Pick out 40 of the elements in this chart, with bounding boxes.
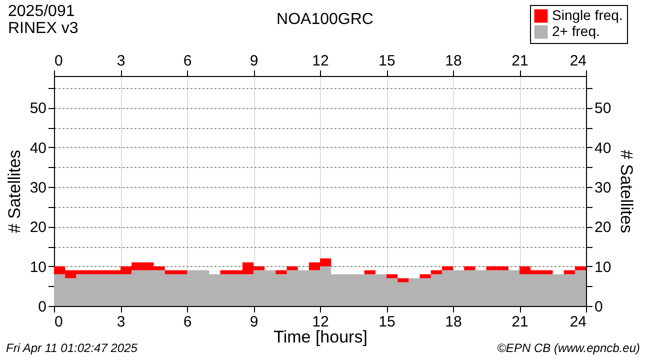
legend-label: Single freq. [552,7,623,23]
text: ©EPN CB (www.epncb.eu) [497,341,640,355]
y2-tick-label: 50 [594,100,612,118]
x-tick-label: 6 [183,52,192,70]
x-tick-label: 12 [312,52,329,70]
y-tick-label: 10 [30,258,46,276]
y-axis-title: # Satellites [4,150,24,234]
text: 2025/091 [8,3,75,20]
x2-tick-label: 15 [378,314,396,330]
x2-tick-label: 6 [183,314,192,330]
y2-tick-label: 0 [594,298,603,316]
text: RINEX v3 [8,20,78,37]
y2-tick-label: 40 [594,140,612,157]
x2-tick-label: 21 [512,314,528,330]
legend-label: 2+ freq. [552,23,600,39]
text: Fri Apr 11 01:02:47 2025 [6,341,138,355]
x-tick-label: 18 [445,52,462,70]
y-tick-label: 20 [30,219,46,236]
x2-tick-label: 12 [312,314,329,330]
x-tick-label: 3 [116,52,126,70]
y2-axis-title: # Satellites [617,150,636,234]
x-tick-label: 15 [378,52,396,70]
y-tick-label: 30 [30,180,46,197]
y2-tick-label: 30 [594,180,612,197]
y-tick-label: 50 [30,100,46,118]
chart-title: NOA100GRC [276,11,374,28]
x-tick-label: 21 [512,52,528,70]
x-tick-label: 0 [54,52,63,70]
y-tick-label: 40 [30,140,46,157]
x2-tick-label: 9 [250,314,258,330]
x-axis-title: Time [hours] [274,328,368,346]
x-tick-label: 24 [570,52,586,70]
x2-tick-label: 0 [54,314,63,330]
x2-tick-label: 18 [445,314,462,330]
x2-tick-label: 24 [570,314,586,330]
x2-tick-label: 3 [116,314,126,330]
y-tick-label: 0 [38,298,46,316]
y2-tick-label: 10 [594,258,612,276]
y2-tick-label: 20 [594,219,612,236]
x-tick-label: 9 [250,52,258,70]
